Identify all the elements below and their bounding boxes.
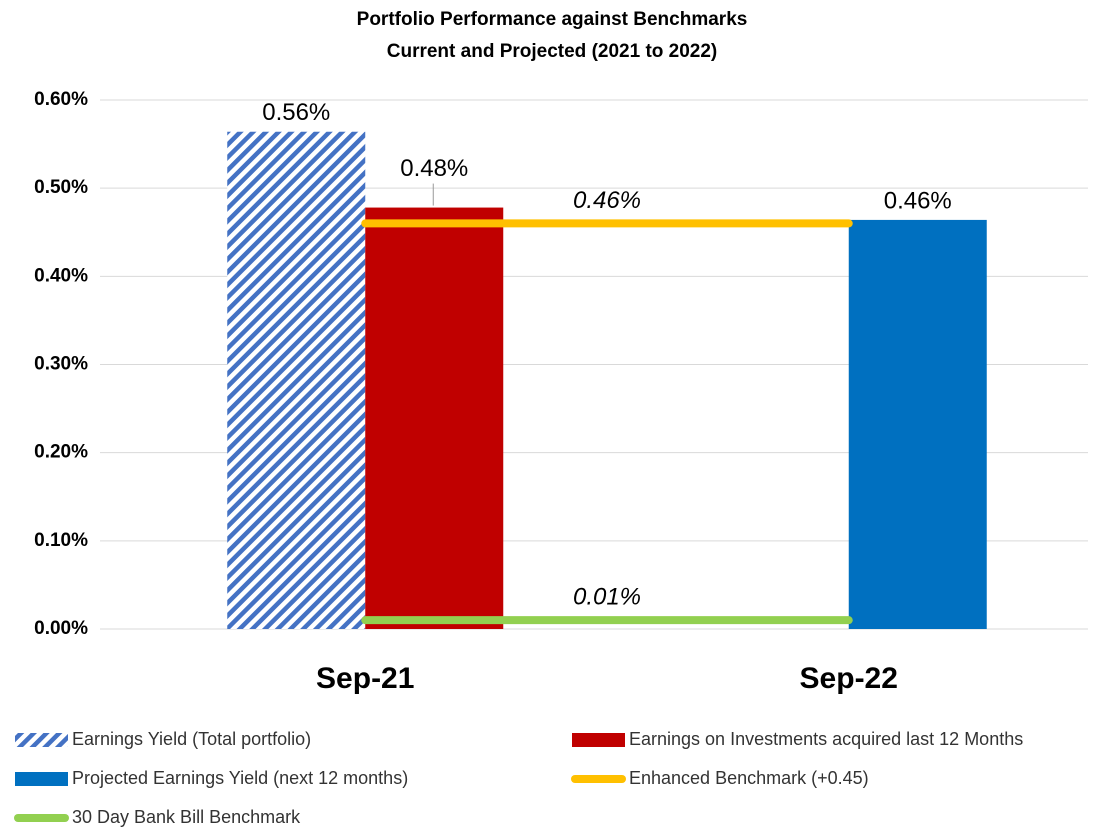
chart-title: Portfolio Performance against Benchmarks — [357, 9, 748, 30]
bar — [227, 131, 366, 630]
legend-swatch — [572, 733, 625, 747]
y-tick-label: 0.40% — [34, 265, 88, 286]
data-label: 0.01% — [573, 584, 641, 611]
y-tick-label: 0.50% — [34, 177, 88, 198]
legend-swatch — [15, 772, 68, 786]
data-label: 0.46% — [573, 187, 641, 214]
legend-label: 30 Day Bank Bill Benchmark — [72, 807, 301, 827]
chart-subtitle: Current and Projected (2021 to 2022) — [387, 41, 718, 62]
y-tick-label: 0.20% — [34, 442, 88, 463]
legend-label: Projected Earnings Yield (next 12 months… — [72, 768, 408, 788]
bar — [365, 207, 504, 629]
bar — [848, 219, 987, 629]
legend-label: Earnings Yield (Total portfolio) — [72, 729, 311, 749]
data-label: 0.56% — [262, 99, 330, 126]
y-tick-label: 0.60% — [34, 89, 88, 110]
y-tick-label: 0.10% — [34, 530, 88, 551]
y-tick-label: 0.30% — [34, 354, 88, 375]
data-label: 0.46% — [884, 187, 952, 214]
legend-swatch — [15, 733, 68, 747]
x-tick-label: Sep-21 — [316, 662, 414, 695]
legend-label: Enhanced Benchmark (+0.45) — [629, 768, 869, 788]
data-label: 0.48% — [400, 155, 468, 182]
x-tick-label: Sep-22 — [800, 662, 898, 695]
y-tick-label: 0.00% — [34, 618, 88, 639]
legend-label: Earnings on Investments acquired last 12… — [629, 729, 1023, 749]
